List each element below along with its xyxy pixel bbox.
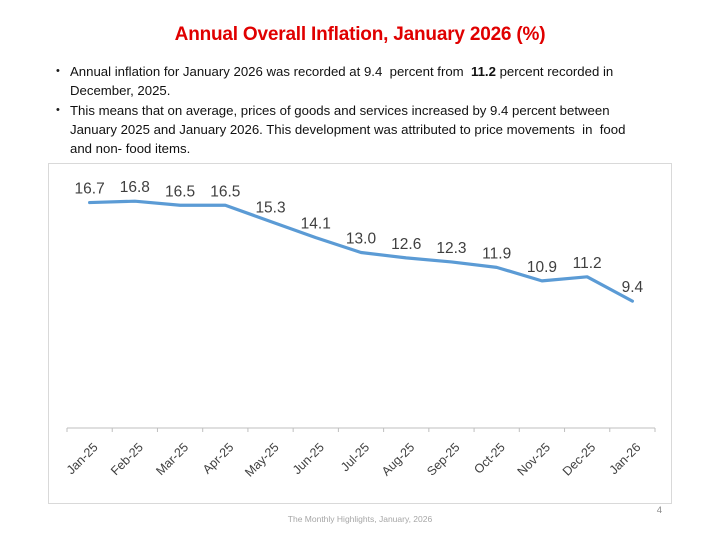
data-label: 11.2	[573, 255, 602, 272]
x-axis-tick-label: May-25	[242, 440, 281, 479]
footer-text: The Monthly Highlights, January, 2026	[287, 514, 433, 524]
data-label: 13.0	[346, 231, 377, 248]
data-label: 16.7	[75, 181, 105, 198]
data-label: 15.3	[255, 199, 285, 216]
data-label: 14.1	[301, 216, 331, 233]
data-label: 16.5	[210, 183, 240, 200]
bullet-item: • Annual inflation for January 2026 was …	[56, 62, 646, 100]
bullet-item: • This means that on average, prices of …	[56, 101, 646, 158]
bullet-text-bold: 11.2	[470, 64, 496, 79]
page-number: 4	[656, 505, 662, 516]
chart-canvas: 16.7 16.8 16.5 16.5 15.3 14.1 13.0 12.6 12.3 11.9…	[64, 179, 656, 480]
slide-title: Annual Overall Inflation, January 2026 (…	[174, 24, 546, 45]
x-axis-tick-label: Mar-25	[153, 440, 191, 478]
data-label: 10.9	[527, 259, 557, 276]
bullet-list: • Annual inflation for January 2026 was …	[56, 62, 646, 159]
x-axis-tick-label: Sep-25	[424, 440, 462, 478]
x-axis-tick-label: Jan-25	[64, 440, 101, 477]
bullet-marker: •	[56, 65, 60, 77]
bullet-text-segment: Annual inflation for January 2026 was re…	[70, 64, 471, 79]
bullet-text: Annual inflation for January 2026 was re…	[70, 62, 646, 100]
x-axis-tick-label: Aug-25	[379, 440, 417, 478]
x-axis-tick-label: Nov-25	[515, 440, 553, 478]
data-label: 12.3	[436, 240, 466, 257]
data-label: 9.4	[622, 279, 644, 296]
bullet-text-segment: percent recorded in December, 2025.	[70, 64, 617, 98]
x-axis-tick-label: Jul-25	[338, 440, 372, 474]
x-axis-tick-label: Oct-25	[471, 440, 507, 476]
x-axis-tick-label: Jun-25	[290, 440, 327, 477]
data-label: 12.6	[391, 236, 421, 253]
x-axis-tick-label: Jan-26	[607, 440, 644, 477]
x-axis-tick-label: Apr-25	[200, 440, 236, 476]
inflation-line-chart: 16.7 16.8 16.5 16.5 15.3 14.1 13.0 12.6 12.3 11.9…	[48, 163, 672, 504]
data-label: 16.5	[165, 183, 195, 200]
x-axis-tick-label: Dec-25	[560, 440, 598, 478]
bullet-marker: •	[56, 104, 60, 116]
bullet-text: This means that on average, prices of go…	[70, 101, 646, 158]
bullet-text-segment: This means that on average, prices of go…	[70, 103, 630, 156]
data-label: 16.8	[120, 179, 150, 196]
x-axis-tick-label: Feb-25	[108, 440, 146, 478]
data-label: 11.9	[482, 245, 511, 262]
